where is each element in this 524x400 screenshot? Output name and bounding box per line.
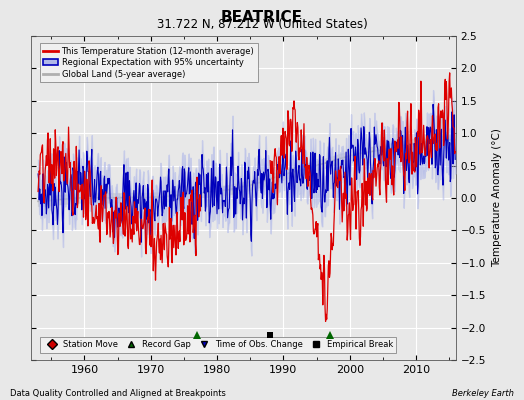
- Text: BEATRICE: BEATRICE: [221, 10, 303, 25]
- Y-axis label: Temperature Anomaly (°C): Temperature Anomaly (°C): [492, 128, 501, 268]
- Text: 31.722 N, 87.212 W (United States): 31.722 N, 87.212 W (United States): [157, 18, 367, 31]
- Legend: Station Move, Record Gap, Time of Obs. Change, Empirical Break: Station Move, Record Gap, Time of Obs. C…: [40, 337, 396, 352]
- Text: Berkeley Earth: Berkeley Earth: [452, 389, 514, 398]
- Text: Data Quality Controlled and Aligned at Breakpoints: Data Quality Controlled and Aligned at B…: [10, 389, 226, 398]
